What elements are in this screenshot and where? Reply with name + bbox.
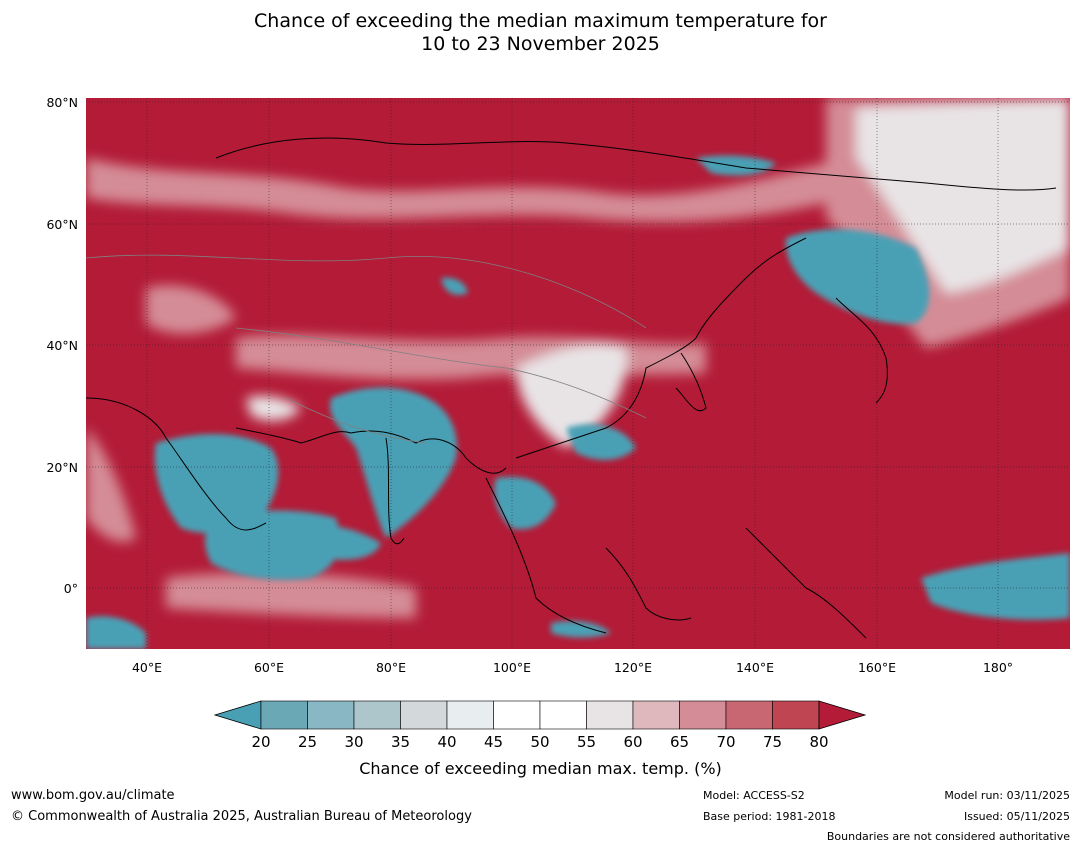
colorbar-tick-45: 45: [483, 733, 504, 751]
lon-label-120e: 120°E: [613, 660, 652, 675]
colorbar-tick-75: 75: [762, 733, 783, 751]
lat-label-20n: 20°N: [46, 460, 78, 475]
colorbar-extend-high: [818, 700, 866, 730]
lat-label-60n: 60°N: [46, 217, 78, 232]
colorbar-segment-45-50: [493, 700, 541, 730]
country-borders: [86, 254, 647, 444]
colorbar-segment-60-65: [632, 700, 680, 730]
lon-label-60e: 60°E: [253, 660, 285, 675]
colorbar: [214, 700, 866, 730]
colorbar-segment-65-70: [679, 700, 727, 730]
colorbar-label: Chance of exceeding median max. temp. (%…: [359, 759, 722, 778]
base-period-text: Base period: 1981-2018: [703, 810, 836, 823]
lon-label-80e: 80°E: [375, 660, 407, 675]
lon-label-40e: 40°E: [131, 660, 163, 675]
colorbar-segment-75-80: [772, 700, 820, 730]
colorbar-tick-40: 40: [437, 733, 457, 751]
colorbar-tick-65: 65: [669, 733, 690, 751]
colorbar-segment-70-75: [725, 700, 773, 730]
colorbar-segment-50-55: [539, 700, 587, 730]
colorbar-tick-70: 70: [716, 733, 736, 751]
colorbar-segment-55-60: [586, 700, 634, 730]
lon-label-160e: 160°E: [857, 660, 896, 675]
website-link[interactable]: www.bom.gov.au/climate: [11, 788, 175, 803]
lon-label-180: 180°: [982, 660, 1014, 675]
issued-text: Issued: 05/11/2025: [963, 810, 1070, 823]
colorbar-tick-35: 35: [390, 733, 411, 751]
model-text: Model: ACCESS-S2: [703, 789, 805, 802]
lat-label-0: 0°: [63, 581, 78, 596]
colorbar-tick-60: 60: [623, 733, 643, 751]
colorbar-tick-20: 20: [251, 733, 271, 751]
colorbar-tick-80: 80: [809, 733, 829, 751]
title-line-1: Chance of exceeding the median maximum t…: [254, 10, 827, 32]
lat-label-40n: 40°N: [46, 338, 78, 353]
copyright-text: © Commonwealth of Australia 2025, Austra…: [11, 809, 472, 824]
lon-label-100e: 100°E: [492, 660, 531, 675]
lat-label-80n: 80°N: [46, 95, 78, 110]
probability-map: [86, 98, 1070, 649]
map-title: Chance of exceeding the median maximum t…: [0, 10, 1081, 56]
colorbar-tick-50: 50: [530, 733, 550, 751]
colorbar-segment-25-30: [307, 700, 355, 730]
colorbar-tick-55: 55: [576, 733, 597, 751]
colorbar-tick-30: 30: [344, 733, 364, 751]
low-probability-areas: [86, 155, 1070, 649]
model-run-text: Model run: 03/11/2025: [944, 789, 1070, 802]
colorbar-segment-20-25: [260, 700, 308, 730]
colorbar-segment-30-35: [353, 700, 401, 730]
colorbar-segment-35-40: [400, 700, 448, 730]
colorbar-extend-low: [214, 700, 262, 730]
disclaimer-text: Boundaries are not considered authoritat…: [826, 830, 1070, 843]
coastlines: [86, 137, 1057, 639]
map-gridlines: [86, 98, 1070, 649]
colorbar-segment-40-45: [446, 700, 494, 730]
lon-label-140e: 140°E: [735, 660, 774, 675]
colorbar-tick-25: 25: [297, 733, 318, 751]
title-line-2: 10 to 23 November 2025: [421, 33, 660, 55]
